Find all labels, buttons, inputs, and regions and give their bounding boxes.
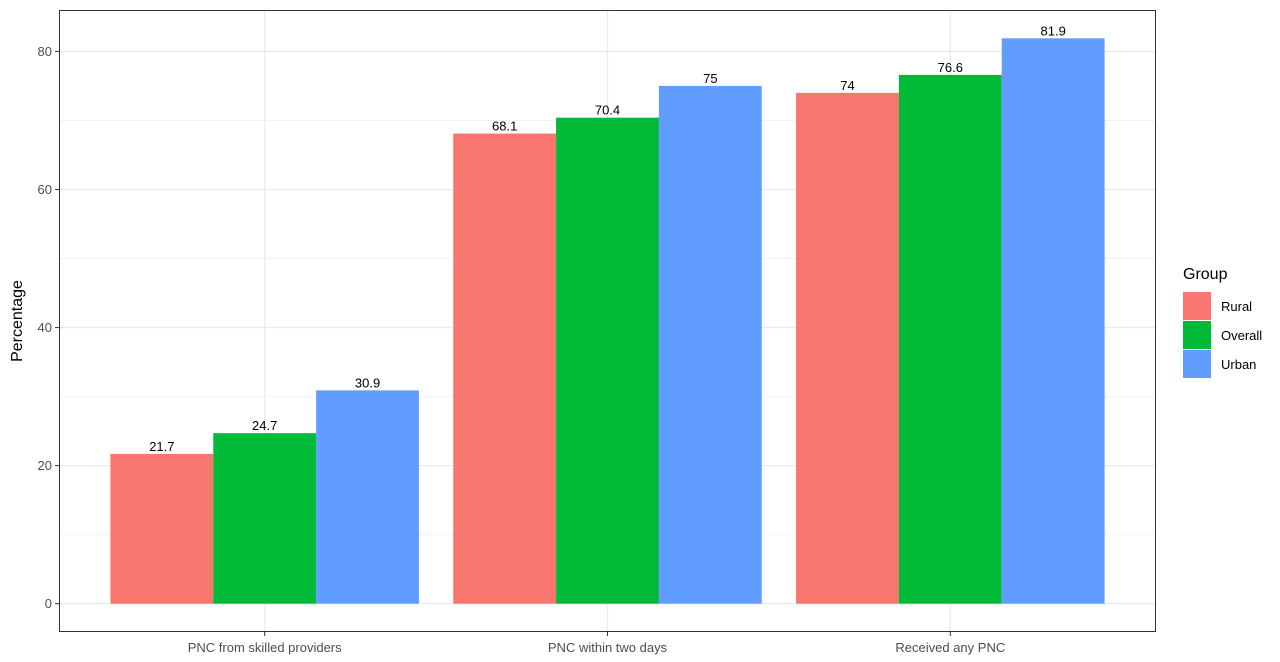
legend: Group Rural Overall Urban [1183,266,1262,378]
bar-label-rural-1: 21.7 [149,439,174,454]
y-tick-label: 0 [45,596,52,611]
x-tick-label: PNC within two days [548,640,668,655]
bars-layer [110,38,1105,604]
bar-rural-1 [110,453,214,604]
bar-label-overall-3: 76.6 [938,60,963,75]
y-axis-title: Percentage [9,280,26,362]
legend-title: Group [1183,266,1228,283]
legend-key-rural [1183,292,1211,320]
bar-urban-1 [316,390,419,604]
legend-key-overall [1183,321,1211,349]
bar-label-rural-2: 68.1 [492,119,517,134]
bar-label-urban-2: 75 [703,71,717,86]
bar-label-rural-3: 74 [840,78,854,93]
x-tick-label: Received any PNC [895,640,1005,655]
bar-overall-3 [898,74,1002,604]
plot-border [59,10,1156,632]
bar-overall-2 [556,117,659,604]
bar-label-urban-1: 30.9 [355,375,380,390]
legend-key-urban [1183,350,1211,378]
legend-label-overall: Overall [1221,328,1262,343]
x-tick-label: PNC from skilled providers [188,640,342,655]
bar-label-overall-1: 24.7 [252,418,277,433]
legend-label-urban: Urban [1221,357,1256,372]
bar-overall-1 [213,433,317,604]
bar-urban-2 [658,85,762,604]
y-tick-label: 20 [38,458,52,473]
y-tick-label: 80 [38,44,52,59]
bar-label-overall-2: 70.4 [595,103,620,118]
bar-urban-3 [1001,38,1105,604]
y-axis: 0 20 40 60 80 [38,44,59,611]
bar-rural-3 [796,92,899,604]
x-axis: PNC from skilled providers PNC within two… [188,632,1005,655]
legend-label-rural: Rural [1221,299,1252,314]
y-tick-label: 40 [38,320,52,335]
y-tick-label: 60 [38,182,52,197]
bar-label-urban-3: 81.9 [1041,23,1066,38]
bar-rural-2 [453,133,557,604]
bar-labels-layer: 21.7 68.1 74 24.7 70.4 76.6 30.9 75 81.9 [149,23,1066,454]
